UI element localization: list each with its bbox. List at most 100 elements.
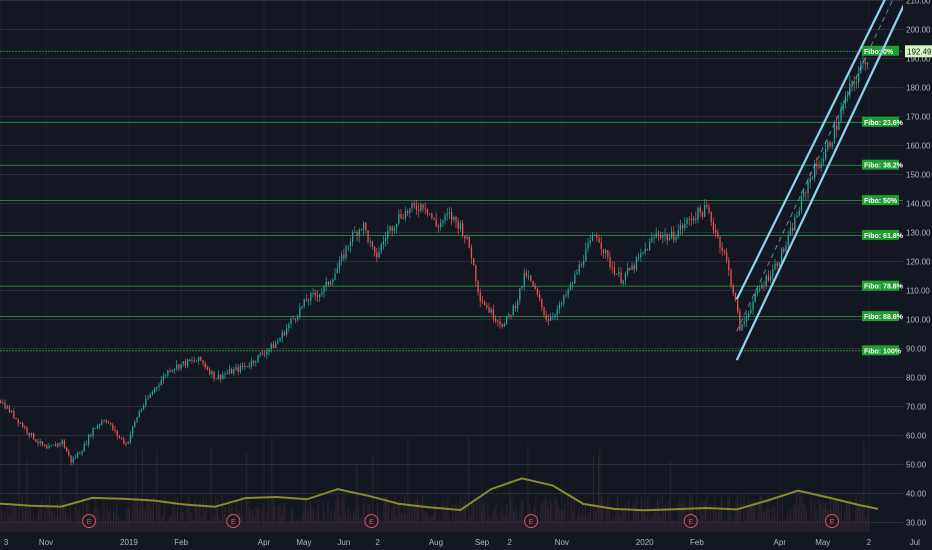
volume-bar <box>425 512 426 532</box>
volume-bar <box>596 509 598 532</box>
volume-bar <box>839 510 841 532</box>
volume-bar <box>490 520 492 532</box>
x-tick-label: Nov <box>555 538 569 547</box>
volume-bar <box>345 512 346 532</box>
volume-bar <box>573 495 575 532</box>
candle-body <box>794 217 796 231</box>
candle-body <box>105 420 107 422</box>
volume-bar <box>682 494 684 532</box>
candle-body <box>385 238 387 242</box>
candle-body <box>371 241 374 247</box>
volume-bar <box>279 505 281 532</box>
volume-bar <box>388 502 390 532</box>
channel-line-mid[interactable] <box>736 0 909 332</box>
volume-bar <box>732 523 734 532</box>
candle-body <box>8 406 11 413</box>
volume-bar <box>857 505 858 532</box>
volume-bar <box>103 500 105 532</box>
candle-body <box>662 235 664 238</box>
price-axis[interactable]: 30.00 40.00 50.00 60.00 70.00 80.00 90.00 100.0… <box>903 0 932 550</box>
candle-body <box>374 246 376 253</box>
candle-body <box>772 268 774 277</box>
volume-bar <box>465 494 466 532</box>
fib-label-bg <box>862 280 899 291</box>
earnings-marker-circle <box>683 514 698 528</box>
earnings-marker[interactable]: E <box>524 514 539 528</box>
volume-bar <box>44 510 46 532</box>
volume-bar <box>497 515 498 532</box>
candle-body <box>239 365 242 372</box>
candle-body <box>143 405 145 410</box>
earnings-marker[interactable]: E <box>824 514 839 528</box>
candle-body <box>745 316 748 322</box>
channel-line-upper[interactable] <box>735 0 887 300</box>
volume-bar <box>633 503 634 532</box>
fibonacci-retracement[interactable]: Fibo: 0% Fibo: 23.6% Fibo: 38.2% Fibo: 50% F… <box>0 45 904 356</box>
volume-bar <box>591 523 593 532</box>
y-tick-label: 110.00 <box>906 287 930 296</box>
channel-line-lower[interactable] <box>735 0 909 361</box>
volume-bar <box>804 503 806 532</box>
candle-body <box>6 406 8 409</box>
earnings-marker[interactable]: E <box>226 514 241 528</box>
candle-body <box>708 207 710 213</box>
candle-body <box>627 267 629 274</box>
volume-bar <box>663 510 665 532</box>
earnings-marker-label: E <box>369 519 374 526</box>
volume-bar <box>41 501 42 532</box>
volume-bar <box>781 494 783 532</box>
volume-bar <box>55 516 57 532</box>
volume-bar <box>674 519 676 532</box>
volume-bar <box>628 499 630 532</box>
volume-bar <box>449 516 450 532</box>
earnings-marker[interactable]: E <box>364 514 379 528</box>
candle-body <box>723 250 726 252</box>
candle-body <box>39 441 41 444</box>
candle-body <box>642 251 644 254</box>
volume-bar <box>852 520 854 532</box>
volume-bar <box>623 508 625 532</box>
volume-bars <box>1 434 870 532</box>
x-tick-label: 2 <box>375 538 380 547</box>
earnings-marker[interactable]: E <box>683 514 698 528</box>
candle-body <box>783 248 785 252</box>
volume-bar <box>391 508 393 532</box>
volume-bar <box>321 520 322 532</box>
candle-body <box>400 214 402 218</box>
candle-body <box>495 318 497 322</box>
volume-bar <box>373 523 375 532</box>
volume-bar <box>701 513 703 532</box>
candle-body <box>787 235 789 246</box>
trend-channel[interactable] <box>735 0 909 361</box>
candle-body <box>0 400 2 404</box>
volume-bar <box>26 458 28 532</box>
candle-body <box>864 62 866 65</box>
volume-bar <box>33 513 34 532</box>
volume-bar <box>359 516 361 532</box>
candle-body <box>121 437 123 439</box>
candle-body <box>310 293 312 301</box>
earnings-marker[interactable]: E <box>82 514 97 528</box>
volume-bar <box>42 519 44 532</box>
candle-body <box>490 309 492 313</box>
volume-bar <box>637 511 639 532</box>
volume-bar <box>167 518 169 532</box>
time-axis[interactable]: 3 Nov 2019 Feb Apr May Jun 2 Aug Sep 2 Nov 2020 Feb Ap… <box>0 532 920 550</box>
volume-bar <box>655 506 657 532</box>
candle-body <box>611 267 613 268</box>
candle-body <box>556 309 558 316</box>
volume-bar <box>402 514 404 532</box>
volume-bar <box>612 517 614 532</box>
volume-bar <box>319 517 321 532</box>
candle-body <box>233 369 235 374</box>
volume-bar <box>317 500 319 532</box>
volume-bar <box>498 520 500 532</box>
volume-bar <box>769 509 770 532</box>
volume-bar <box>381 523 383 532</box>
volume-bar <box>242 516 244 532</box>
volume-bar <box>180 509 182 532</box>
volume-bar <box>513 511 514 532</box>
volume-bar <box>365 519 367 532</box>
volume-bar <box>338 496 340 532</box>
